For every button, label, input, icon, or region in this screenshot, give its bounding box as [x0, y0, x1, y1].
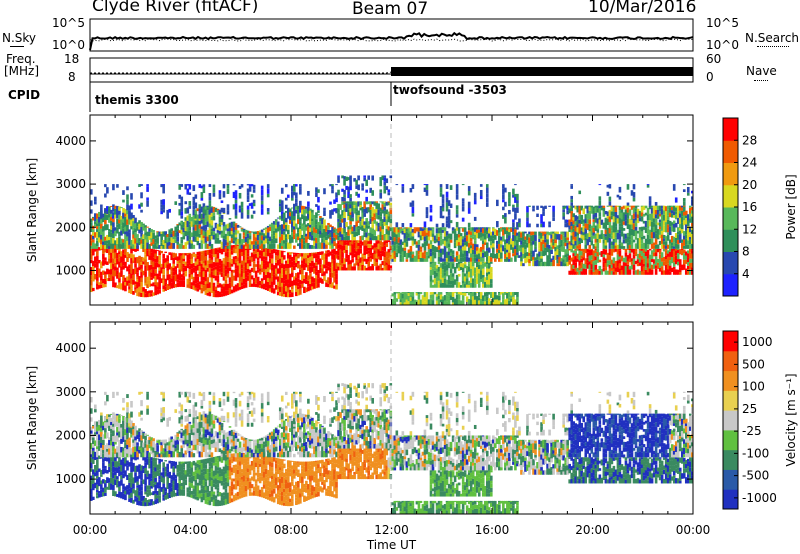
colorbar-tick-label: 100	[742, 380, 765, 394]
noise-sky-trace	[89, 31, 694, 51]
x-tick-label: 08:00	[274, 523, 309, 537]
power-colorbar: 4 8 12 16 20 24 28 Power [dB]	[722, 117, 798, 297]
y-tick-label: 2000	[55, 428, 86, 442]
colorbar-tick-label: 500	[742, 357, 765, 371]
colorbar-tick-label: -1000	[742, 491, 777, 505]
noise-sky-legend-line	[10, 46, 24, 47]
y-tick-label: 4000	[55, 341, 86, 355]
x-tick-label: 00:00	[676, 523, 711, 537]
freq-right-tick-bottom: 0	[706, 70, 714, 84]
cpid-program-2: twofsound -3503	[393, 83, 507, 97]
x-tick-label: 04:00	[173, 523, 208, 537]
colorbar-tick-label: 4	[742, 267, 750, 281]
noise-search-label: N.Search	[745, 31, 800, 45]
power-scatter	[90, 175, 693, 305]
power-axes: 1000 2000 3000 4000 Slant Range [km]	[25, 115, 694, 305]
noise-sky-label: N.Sky	[2, 31, 37, 45]
y-tick-label: 3000	[55, 385, 86, 399]
colorbar-label: Velocity [m s⁻¹]	[784, 373, 798, 466]
noise-left-tick-bottom: 10^0	[52, 38, 85, 52]
noise-search-legend-line	[757, 46, 789, 47]
noise-left-tick-top: 10^5	[52, 16, 85, 30]
colorbar-label: Power [dB]	[784, 174, 798, 239]
x-tick-label: 16:00	[475, 523, 510, 537]
freq-left-tick-bottom: 8	[68, 70, 76, 84]
colorbar-tick-label: 28	[742, 133, 757, 147]
colorbar-tick-label: -100	[742, 446, 769, 460]
cpid-label: CPID	[8, 88, 41, 102]
cpid-program-1: themis 3300	[95, 93, 179, 107]
freq-label-line1: Freq.	[6, 52, 36, 66]
velocity-scatter	[90, 383, 693, 514]
colorbar-tick-label: 20	[742, 178, 757, 192]
noise-right-tick-bottom: 10^0	[706, 38, 739, 52]
date-label: 10/Mar/2016	[588, 0, 697, 17]
y-tick-label: 1000	[55, 263, 86, 277]
colorbar-tick-label: 16	[742, 200, 757, 214]
beam-label: Beam 07	[352, 0, 429, 19]
y-tick-label: 2000	[55, 220, 86, 234]
velocity-axes: 1000 2000 3000 4000 Slant Range [km]	[25, 322, 694, 514]
colorbar-tick-label: 8	[742, 245, 750, 259]
velocity-colorbar: 1000 500 100 25 -25 -100 -500 -1000 Velocity [m …	[722, 330, 798, 510]
nave-legend-line	[754, 80, 768, 81]
station-title: Clyde River (fitACF)	[92, 0, 259, 16]
noise-panel-frame	[89, 18, 694, 52]
colorbar-tick-label: -500	[742, 469, 769, 483]
freq-label-line2: [MHz]	[4, 64, 40, 78]
colorbar-tick-label: 1000	[742, 335, 773, 349]
x-tick-label: 20:00	[575, 523, 610, 537]
colorbar-tick-label: 12	[742, 222, 757, 236]
colorbar-tick-label: 24	[742, 156, 757, 170]
x-axis: 00:00 04:00 08:00 12:00 16:00 20:00 00:00 Time …	[73, 523, 711, 552]
x-tick-label: 00:00	[73, 523, 108, 537]
y-axis-label: Slant Range [km]	[25, 366, 39, 470]
nave-trace	[90, 67, 693, 76]
freq-left-tick-top: 18	[64, 52, 80, 66]
y-tick-label: 3000	[55, 177, 86, 191]
colorbar-tick-label: -25	[742, 424, 762, 438]
x-tick-label: 12:00	[374, 523, 409, 537]
y-axis-label: Slant Range [km]	[25, 158, 39, 262]
freq-right-tick-top: 60	[706, 52, 722, 66]
nave-label: Nave	[746, 64, 777, 78]
y-tick-label: 1000	[55, 472, 86, 486]
noise-right-tick-top: 10^5	[706, 16, 739, 30]
colorbar-tick-label: 25	[742, 402, 757, 416]
x-axis-label: Time UT	[366, 538, 417, 552]
y-tick-label: 4000	[55, 134, 86, 148]
